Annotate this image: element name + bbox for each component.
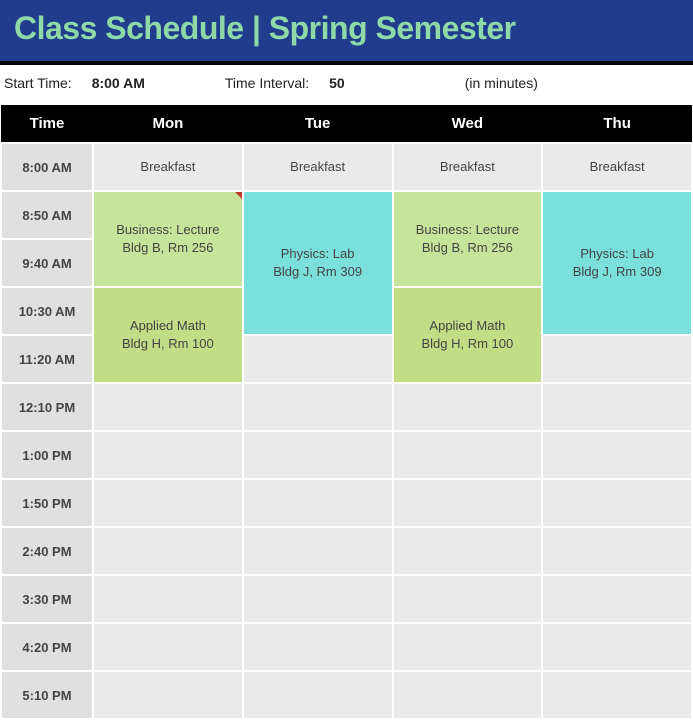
block-line: Bldg B, Rm 256: [94, 239, 242, 257]
interval-label: Time Interval:: [225, 75, 309, 91]
time-cell: 2:40 PM: [1, 527, 93, 575]
empty-cell: [243, 479, 393, 527]
interval-note: (in minutes): [465, 75, 538, 91]
table-row: 1:50 PM: [1, 479, 692, 527]
table-row: 3:30 PM: [1, 575, 692, 623]
info-row: Start Time: 8:00 AM Time Interval: 50 (i…: [0, 65, 693, 105]
empty-cell: [243, 527, 393, 575]
start-time-label: Start Time:: [4, 75, 72, 91]
start-time-value: 8:00 AM: [92, 75, 145, 91]
time-cell: 4:20 PM: [1, 623, 93, 671]
block-line: Applied Math: [394, 317, 542, 335]
time-cell: 8:50 AM: [1, 191, 93, 239]
table-row: 5:10 PM: [1, 671, 692, 719]
block-math: Applied Math Bldg H, Rm 100: [93, 287, 243, 383]
empty-cell: [93, 575, 243, 623]
time-cell: 3:30 PM: [1, 575, 93, 623]
block-line: Applied Math: [94, 317, 242, 335]
time-cell: 11:20 AM: [1, 335, 93, 383]
block-physics: Physics: Lab Bldg J, Rm 309: [243, 191, 393, 335]
empty-cell: [393, 575, 543, 623]
empty-cell: [243, 431, 393, 479]
empty-cell: [393, 623, 543, 671]
empty-cell: [93, 623, 243, 671]
table-row: 2:40 PM: [1, 527, 692, 575]
empty-cell: [93, 479, 243, 527]
block-line: Bldg J, Rm 309: [244, 263, 392, 281]
table-row: 12:10 PM: [1, 383, 692, 431]
empty-cell: [243, 575, 393, 623]
block-business: Business: Lecture Bldg B, Rm 256: [93, 191, 243, 287]
empty-cell: [542, 527, 692, 575]
time-cell: 5:10 PM: [1, 671, 93, 719]
time-cell: 1:50 PM: [1, 479, 93, 527]
empty-cell: [93, 671, 243, 719]
header-thu: Thu: [542, 105, 692, 143]
table-row: 1:00 PM: [1, 431, 692, 479]
block-line: Bldg H, Rm 100: [94, 335, 242, 353]
empty-cell: [542, 431, 692, 479]
block-physics: Physics: Lab Bldg J, Rm 309: [542, 191, 692, 335]
header-wed: Wed: [393, 105, 543, 143]
interval-value: 50: [329, 75, 345, 91]
block-math: Applied Math Bldg H, Rm 100: [393, 287, 543, 383]
empty-cell: [393, 671, 543, 719]
empty-cell: [542, 383, 692, 431]
empty-cell: [243, 623, 393, 671]
header-row: Time Mon Tue Wed Thu: [1, 105, 692, 143]
empty-cell: [243, 335, 393, 383]
block-line: Physics: Lab: [244, 245, 392, 263]
empty-cell: [93, 527, 243, 575]
table-row: 8:00 AM Breakfast Breakfast Breakfast Br…: [1, 143, 692, 191]
empty-cell: [542, 575, 692, 623]
empty-cell: [542, 479, 692, 527]
time-cell: 1:00 PM: [1, 431, 93, 479]
time-cell: 9:40 AM: [1, 239, 93, 287]
empty-cell: [542, 335, 692, 383]
empty-cell: [393, 431, 543, 479]
empty-cell: [393, 527, 543, 575]
table-row: 8:50 AM Business: Lecture Bldg B, Rm 256…: [1, 191, 692, 239]
empty-cell: [93, 431, 243, 479]
empty-cell: [393, 479, 543, 527]
block-breakfast: Breakfast: [243, 143, 393, 191]
empty-cell: [542, 623, 692, 671]
block-line: Physics: Lab: [543, 245, 691, 263]
empty-cell: [393, 383, 543, 431]
schedule-table: Time Mon Tue Wed Thu 8:00 AM Breakfast B…: [0, 105, 693, 720]
time-cell: 12:10 PM: [1, 383, 93, 431]
block-business: Business: Lecture Bldg B, Rm 256: [393, 191, 543, 287]
block-breakfast: Breakfast: [542, 143, 692, 191]
empty-cell: [243, 383, 393, 431]
empty-cell: [93, 383, 243, 431]
header-mon: Mon: [93, 105, 243, 143]
page-title: Class Schedule | Spring Semester: [14, 10, 679, 47]
title-bar: Class Schedule | Spring Semester: [0, 0, 693, 65]
block-line: Bldg J, Rm 309: [543, 263, 691, 281]
block-line: Bldg H, Rm 100: [394, 335, 542, 353]
block-line: Bldg B, Rm 256: [394, 239, 542, 257]
time-cell: 10:30 AM: [1, 287, 93, 335]
header-time: Time: [1, 105, 93, 143]
time-cell: 8:00 AM: [1, 143, 93, 191]
block-breakfast: Breakfast: [393, 143, 543, 191]
table-row: 4:20 PM: [1, 623, 692, 671]
block-breakfast: Breakfast: [93, 143, 243, 191]
block-line: Business: Lecture: [94, 221, 242, 239]
header-tue: Tue: [243, 105, 393, 143]
block-line: Business: Lecture: [394, 221, 542, 239]
empty-cell: [243, 671, 393, 719]
empty-cell: [542, 671, 692, 719]
